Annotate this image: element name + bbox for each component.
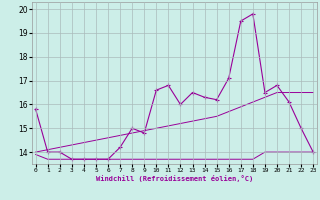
X-axis label: Windchill (Refroidissement éolien,°C): Windchill (Refroidissement éolien,°C) [96, 175, 253, 182]
